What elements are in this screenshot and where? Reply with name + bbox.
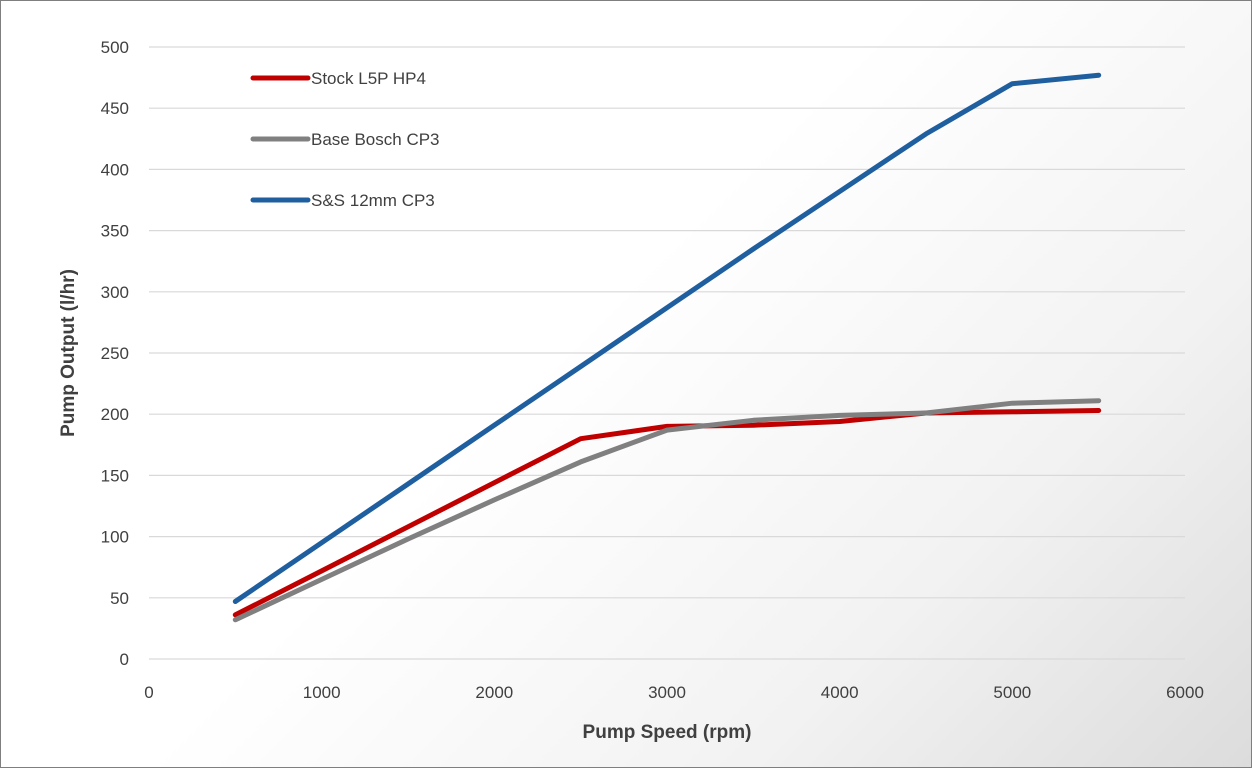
y-tick-label: 200 — [101, 405, 129, 424]
y-tick-label: 0 — [120, 650, 129, 669]
legend: Stock L5P HP4 Base Bosch CP3 S&S 12mm CP3 — [250, 69, 440, 210]
x-tick-label: 0 — [144, 683, 153, 702]
y-tick-label: 350 — [101, 222, 129, 241]
y-tick-label: 400 — [101, 160, 129, 179]
y-tick-label: 50 — [110, 589, 129, 608]
y-tick-label: 500 — [101, 38, 129, 57]
x-axis-title: Pump Speed (rpm) — [583, 722, 752, 743]
x-tick-label: 5000 — [993, 683, 1031, 702]
series-line-2 — [232, 72, 1102, 604]
y-tick-label: 250 — [101, 344, 129, 363]
series-lines — [232, 72, 1102, 623]
x-tick-label: 1000 — [303, 683, 341, 702]
y-tick-label: 450 — [101, 99, 129, 118]
x-tick-label: 6000 — [1166, 683, 1204, 702]
gridlines — [149, 46, 1185, 660]
legend-label: S&S 12mm CP3 — [311, 191, 435, 210]
legend-label: Base Bosch CP3 — [311, 130, 440, 149]
x-tick-label: 2000 — [475, 683, 513, 702]
x-tick-label: 4000 — [821, 683, 859, 702]
series-line-0 — [232, 408, 1102, 618]
y-tick-label: 150 — [101, 466, 129, 485]
y-axis-title: Pump Output (l/hr) — [58, 269, 79, 437]
legend-label: Stock L5P HP4 — [311, 69, 426, 88]
y-tick-label: 300 — [101, 283, 129, 302]
y-tick-label: 100 — [101, 528, 129, 547]
x-tick-label: 3000 — [648, 683, 686, 702]
series-line-1 — [232, 398, 1102, 623]
